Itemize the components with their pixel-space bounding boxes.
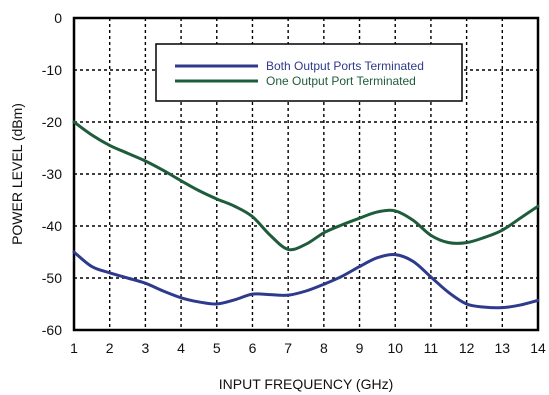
- y-tick-label-0: 0: [54, 10, 62, 26]
- x-tick-label-8: 9: [356, 340, 364, 356]
- series-layer: [72, 120, 540, 310]
- x-tick-label-1: 2: [106, 340, 114, 356]
- grid-lines: [74, 18, 538, 330]
- x-tick-label-2: 3: [141, 340, 149, 356]
- plot-frame: [72, 16, 540, 332]
- x-tick-label-7: 8: [320, 340, 328, 356]
- y-tick-label-1: -10: [42, 62, 62, 78]
- series-line-one-port-group: [72, 120, 540, 252]
- y-tick-label-5: -50: [42, 270, 62, 286]
- legend: Both Output Ports Terminated One Output …: [155, 43, 463, 102]
- series-line-one-port: [72, 120, 540, 252]
- y-axis-title: POWER LEVEL (dBm): [9, 103, 25, 245]
- x-axis-title: INPUT FREQUENCY (GHz): [219, 376, 394, 392]
- y-tick-label-2: -20: [42, 114, 62, 130]
- x-tick-label-3: 4: [177, 340, 185, 356]
- x-tick-label-10: 11: [424, 340, 439, 356]
- legend-label-both-ports: Both Output Ports Terminated: [266, 59, 424, 73]
- x-tick-label-6: 7: [284, 340, 292, 356]
- x-tick-labels: 1 2 3 4 5 6 7 8 9 10 11 12 13 14: [70, 340, 546, 356]
- legend-box: [155, 43, 463, 102]
- series-line-both-ports-group: [72, 250, 540, 310]
- x-tick-label-4: 5: [213, 340, 221, 356]
- y-tick-label-3: -30: [42, 166, 62, 182]
- x-tick-label-12: 13: [495, 340, 511, 356]
- legend-label-one-port: One Output Port Terminated: [266, 74, 416, 88]
- y-tick-labels: 0 -10 -20 -30 -40 -50 -60: [42, 10, 62, 338]
- x-tick-label-13: 14: [530, 340, 546, 356]
- x-tick-label-9: 10: [387, 340, 403, 356]
- series-line-both-ports: [72, 250, 540, 310]
- y-tick-label-4: -40: [42, 218, 62, 234]
- x-tick-label-0: 1: [70, 340, 78, 356]
- x-tick-label-11: 12: [459, 340, 475, 356]
- y-tick-label-6: -60: [42, 322, 62, 338]
- x-tick-label-5: 6: [249, 340, 257, 356]
